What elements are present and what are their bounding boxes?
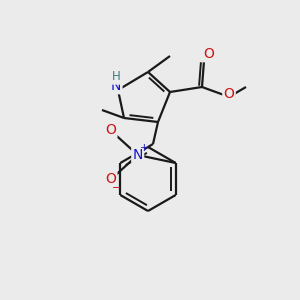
- Text: −: −: [112, 183, 122, 193]
- Text: O: O: [105, 123, 116, 137]
- Text: H: H: [112, 70, 120, 83]
- Text: O: O: [224, 87, 234, 101]
- Text: O: O: [204, 47, 214, 61]
- Text: N: N: [111, 79, 121, 93]
- Text: N: N: [133, 148, 143, 162]
- Text: O: O: [105, 172, 116, 186]
- Text: +: +: [140, 143, 149, 153]
